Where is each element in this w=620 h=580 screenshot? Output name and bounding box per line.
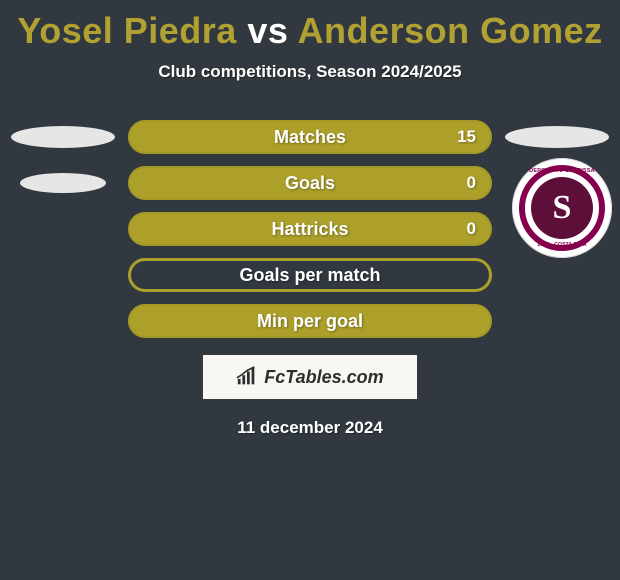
- stat-bar: Matches 15: [128, 120, 492, 154]
- title-player1: Yosel Piedra: [17, 10, 236, 51]
- brand-ext: .com: [342, 367, 384, 387]
- stat-label: Matches: [274, 127, 346, 148]
- stat-label: Goals per match: [239, 265, 380, 286]
- brand-box[interactable]: FcTables.com: [202, 354, 418, 400]
- stat-label: Min per goal: [257, 311, 363, 332]
- ellipse-icon: [505, 126, 609, 148]
- brand-name: FcTables: [264, 367, 341, 387]
- stat-bar: Hattricks 0: [128, 212, 492, 246]
- stat-row: Goals 0: [8, 160, 612, 206]
- stat-bar: Goals 0: [128, 166, 492, 200]
- stat-bar: Min per goal: [128, 304, 492, 338]
- stat-label: Hattricks: [271, 219, 348, 240]
- date-line: 11 december 2024: [0, 418, 620, 438]
- stat-row: Goals per match: [8, 252, 612, 298]
- left-shape: [8, 173, 118, 193]
- stats-area: DEPORTIVO SAPRISSA S 1935 · COSTA RICA M…: [0, 114, 620, 344]
- title-vs: vs: [247, 10, 288, 51]
- stat-bar: Goals per match: [128, 258, 492, 292]
- stat-value-right: 0: [467, 219, 476, 239]
- brand-text: FcTables.com: [264, 367, 383, 388]
- stat-value-right: 15: [457, 127, 476, 147]
- ellipse-icon: [20, 173, 106, 193]
- left-shape: [8, 126, 118, 148]
- right-shape: [502, 126, 612, 148]
- subtitle: Club competitions, Season 2024/2025: [0, 62, 620, 82]
- stat-row: Hattricks 0: [8, 206, 612, 252]
- stat-value-right: 0: [467, 173, 476, 193]
- ellipse-icon: [11, 126, 115, 148]
- stat-row: Matches 15: [8, 114, 612, 160]
- title-player2: Anderson Gomez: [298, 10, 603, 51]
- page-title: Yosel Piedra vs Anderson Gomez: [0, 0, 620, 52]
- bar-chart-icon: [236, 366, 258, 388]
- stat-label: Goals: [285, 173, 335, 194]
- stat-row: Min per goal: [8, 298, 612, 344]
